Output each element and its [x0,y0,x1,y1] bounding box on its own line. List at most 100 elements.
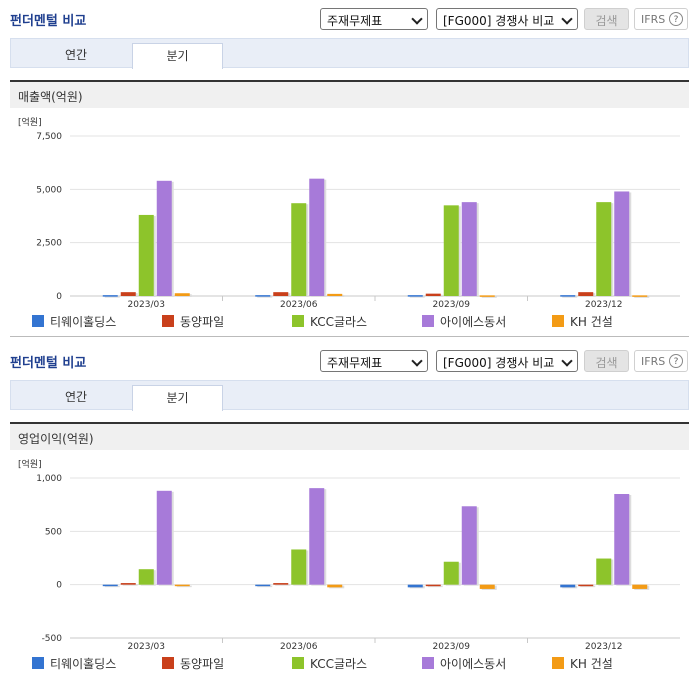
bar-shadow [580,585,596,588]
x-tick-label: 2023/03 [128,300,165,310]
search-button[interactable]: 검색 [584,8,629,30]
bar[interactable] [632,295,648,297]
bar[interactable] [138,569,154,585]
legend-label: 동양파일 [180,315,225,329]
legend-label: KH 건설 [570,657,613,671]
legend-swatch [162,315,174,327]
legend-label: 아이에스동서 [440,657,507,671]
bar[interactable] [614,191,630,296]
bar[interactable] [120,583,136,585]
bar[interactable] [156,490,172,585]
bar[interactable] [255,584,271,587]
bar-shadow [409,296,425,298]
panel-operating-profit: 펀더멘털 비교 주재무제표 [FG000] 경쟁사 비교 검색 IFRS ? 연… [0,342,696,684]
legend-label: 동양파일 [180,657,225,671]
legend-swatch [422,315,434,327]
bar[interactable] [461,506,477,585]
bar[interactable] [479,295,495,297]
tab-annual[interactable]: 연간 [64,48,88,62]
bar[interactable] [273,583,289,585]
help-icon[interactable]: ? [669,12,683,26]
bar-shadow [481,296,497,298]
bar[interactable] [425,293,441,296]
legend-label: 아이에스동서 [440,315,507,329]
bar[interactable] [327,293,343,296]
ifrs-button[interactable]: IFRS ? [634,8,688,30]
bar[interactable] [596,202,612,296]
bar[interactable] [425,584,441,587]
bar[interactable] [443,561,459,585]
bar[interactable] [291,549,307,585]
legend-label: KCC글라스 [310,657,368,671]
bar[interactable] [156,180,172,296]
tab-annual[interactable]: 연간 [64,390,88,404]
peer-select[interactable]: [FG000] 경쟁사 비교 [436,350,578,372]
legend-swatch [552,657,564,669]
bar[interactable] [255,295,271,297]
bar[interactable] [120,292,136,296]
bar[interactable] [174,293,190,296]
chart-legend: 티웨이홀딩스 동양파일 KCC글라스 아이에스동서 KH 건설 [0,312,696,332]
search-button[interactable]: 검색 [584,350,629,372]
bar[interactable] [560,584,576,588]
panel-title: 펀더멘털 비교 [10,14,87,29]
y-tick-label: 2,500 [36,239,62,249]
bar[interactable] [614,494,630,585]
bar[interactable] [138,214,154,296]
peer-select[interactable]: [FG000] 경쟁사 비교 [436,8,578,30]
x-tick-label: 2023/12 [585,642,622,652]
bar-shadow [176,585,192,588]
bar-shadow [257,585,273,588]
period-tabs: 연간 분기 [10,38,689,69]
bar[interactable] [461,202,477,296]
bar[interactable] [596,558,612,585]
legend-swatch [292,657,304,669]
help-icon[interactable]: ? [669,354,683,368]
y-tick-label: -500 [42,634,63,644]
unit-label: [억원] [18,458,42,470]
y-tick-label: 5,000 [36,185,62,195]
period-tabs: 연간 분기 [10,380,689,411]
tab-quarterly[interactable]: 분기 [132,385,223,411]
chevron-down-icon [411,13,423,25]
statement-select[interactable]: 주재무제표 [320,350,428,372]
bar-shadow [562,296,578,298]
panel-title: 펀더멘털 비교 [10,356,87,371]
bar[interactable] [309,178,325,296]
panel-revenue: 펀더멘털 비교 주재무제표 [FG000] 경쟁사 비교 검색 IFRS ? 연… [0,0,696,340]
statement-select-value: 주재무제표 [327,14,383,28]
statement-select-value: 주재무제표 [327,356,383,370]
panel-header: 펀더멘털 비교 주재무제표 [FG000] 경쟁사 비교 검색 IFRS ? [0,0,696,34]
y-tick-label: 500 [45,527,62,537]
panel-header: 펀더멘털 비교 주재무제표 [FG000] 경쟁사 비교 검색 IFRS ? [0,342,696,376]
y-tick-label: 7,500 [36,132,62,142]
bar[interactable] [174,584,190,587]
bar-shadow [122,584,138,586]
bar[interactable] [407,295,423,297]
bar[interactable] [407,584,423,588]
bar[interactable] [578,584,594,587]
chevron-down-icon [561,355,573,367]
bar[interactable] [632,584,648,589]
operating-profit-chart: [억원] -500 0 500 1,000 2023/03 2023/06 2023/09 20… [18,458,680,652]
bar-shadow [634,296,650,298]
bar[interactable] [443,205,459,296]
bar[interactable] [273,292,289,296]
bar[interactable] [309,488,325,585]
revenue-chart: [억원] 0 2,500 5,000 7,500 2023/03 2023/06 2023/0… [18,116,680,310]
legend-swatch [422,657,434,669]
bar[interactable] [578,292,594,296]
bar[interactable] [291,203,307,296]
tab-quarterly[interactable]: 분기 [132,43,223,69]
bar[interactable] [560,295,576,297]
legend-swatch [292,315,304,327]
ifrs-label: IFRS [641,13,666,26]
bar[interactable] [327,584,343,588]
section-header: 영업이익(억원) [10,422,689,450]
bar[interactable] [479,584,495,589]
bar[interactable] [102,584,118,587]
section-title: 매출액(억원) [18,90,83,104]
statement-select[interactable]: 주재무제표 [320,8,428,30]
bar[interactable] [102,295,118,297]
ifrs-button[interactable]: IFRS ? [634,350,688,372]
